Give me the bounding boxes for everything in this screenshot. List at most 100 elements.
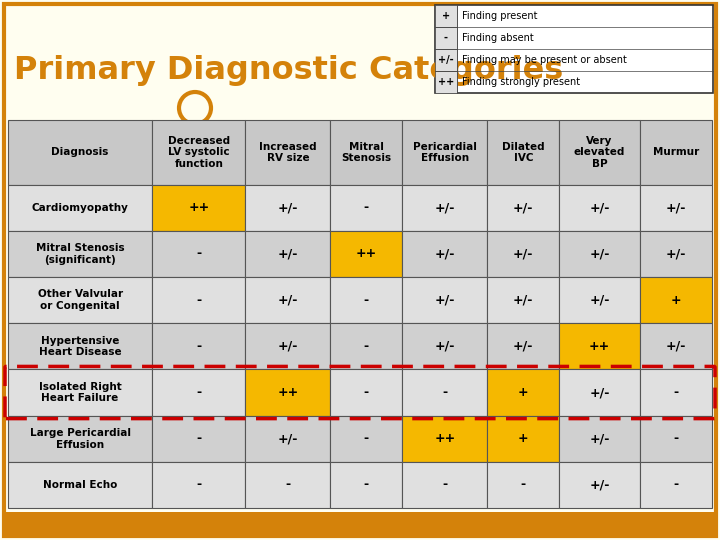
Bar — [8, 462, 152, 508]
Bar — [559, 120, 640, 185]
Text: Other Valvular
or Congenital: Other Valvular or Congenital — [37, 289, 122, 311]
Bar — [402, 120, 487, 185]
Text: Finding may be present or absent: Finding may be present or absent — [462, 55, 627, 65]
Bar — [152, 277, 246, 323]
Text: -: - — [197, 247, 202, 260]
Text: Finding absent: Finding absent — [462, 33, 534, 43]
Bar — [559, 462, 640, 508]
Bar — [402, 277, 487, 323]
Text: ++: ++ — [188, 201, 210, 214]
Bar — [246, 185, 330, 231]
Bar — [435, 5, 457, 27]
Bar — [402, 323, 487, 369]
Bar — [487, 323, 559, 369]
Text: +/-: +/- — [590, 432, 610, 445]
Text: -: - — [197, 294, 202, 307]
Text: -: - — [364, 294, 369, 307]
Bar — [246, 231, 330, 277]
Bar — [152, 231, 246, 277]
Bar — [246, 462, 330, 508]
Text: -: - — [364, 432, 369, 445]
Text: +: + — [442, 11, 450, 21]
Text: Finding strongly present: Finding strongly present — [462, 77, 580, 87]
Bar — [8, 416, 152, 462]
Bar — [246, 120, 330, 185]
Text: -: - — [673, 386, 678, 399]
Text: +/-: +/- — [666, 201, 686, 214]
Text: -: - — [197, 478, 202, 491]
Text: +/-: +/- — [590, 247, 610, 260]
Bar — [435, 5, 713, 93]
Text: -: - — [673, 478, 678, 491]
Bar — [330, 120, 402, 185]
Text: Increased
RV size: Increased RV size — [259, 141, 317, 163]
Text: +/-: +/- — [666, 340, 686, 353]
Bar — [330, 231, 402, 277]
Text: +/-: +/- — [513, 340, 534, 353]
Bar — [487, 231, 559, 277]
Bar — [559, 323, 640, 369]
Text: +: + — [518, 386, 528, 399]
Text: Pericardial
Effusion: Pericardial Effusion — [413, 141, 477, 163]
Bar — [640, 120, 712, 185]
Bar — [152, 416, 246, 462]
Text: -: - — [442, 386, 447, 399]
Bar — [640, 185, 712, 231]
Bar — [8, 277, 152, 323]
Bar — [435, 71, 457, 93]
Bar — [246, 277, 330, 323]
Text: ++: ++ — [356, 247, 377, 260]
Text: -: - — [442, 478, 447, 491]
Bar — [246, 323, 330, 369]
Bar — [487, 120, 559, 185]
Text: +/-: +/- — [435, 247, 455, 260]
Bar — [8, 185, 152, 231]
Bar — [559, 416, 640, 462]
Text: Decreased
LV systolic
function: Decreased LV systolic function — [168, 136, 230, 169]
Bar — [402, 462, 487, 508]
Text: -: - — [197, 340, 202, 353]
Text: +/-: +/- — [435, 340, 455, 353]
Text: Primary Diagnostic Categories: Primary Diagnostic Categories — [14, 55, 563, 85]
Text: +/-: +/- — [435, 201, 455, 214]
Text: +/-: +/- — [278, 294, 298, 307]
Bar — [8, 369, 152, 416]
Text: ++: ++ — [434, 432, 456, 445]
Text: +/-: +/- — [513, 201, 534, 214]
Text: Murmur: Murmur — [653, 147, 699, 157]
Bar — [8, 231, 152, 277]
Text: +: + — [670, 294, 681, 307]
Bar — [559, 277, 640, 323]
Bar — [640, 369, 712, 416]
Bar — [487, 369, 559, 416]
Text: Very
elevated
BP: Very elevated BP — [574, 136, 625, 169]
Text: ++: ++ — [277, 386, 299, 399]
Text: +/-: +/- — [513, 294, 534, 307]
Text: ++: ++ — [438, 77, 454, 87]
FancyBboxPatch shape — [4, 4, 716, 536]
Bar — [152, 185, 246, 231]
Text: -: - — [197, 432, 202, 445]
Bar — [402, 369, 487, 416]
Text: Normal Echo: Normal Echo — [43, 480, 117, 490]
Text: Cardiomyopathy: Cardiomyopathy — [32, 202, 129, 213]
Bar — [487, 416, 559, 462]
Text: -: - — [197, 386, 202, 399]
Text: -: - — [285, 478, 290, 491]
Bar — [246, 416, 330, 462]
Bar — [330, 277, 402, 323]
Text: -: - — [444, 33, 448, 43]
Bar — [330, 185, 402, 231]
Bar — [640, 416, 712, 462]
Bar — [487, 462, 559, 508]
Bar — [330, 323, 402, 369]
Bar — [640, 323, 712, 369]
Bar — [152, 120, 246, 185]
Text: +/-: +/- — [590, 478, 610, 491]
Text: +/-: +/- — [590, 386, 610, 399]
Bar — [435, 49, 457, 71]
Text: -: - — [521, 478, 526, 491]
Bar — [487, 277, 559, 323]
Text: -: - — [364, 340, 369, 353]
Text: Isolated Right
Heart Failure: Isolated Right Heart Failure — [39, 382, 122, 403]
